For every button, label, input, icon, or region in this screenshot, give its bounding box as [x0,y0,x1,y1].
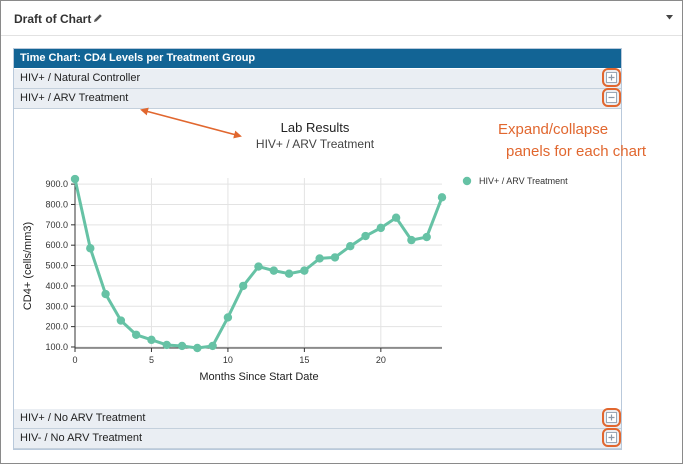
legend-marker [462,176,472,186]
data-point[interactable] [330,253,340,262]
data-point[interactable] [116,316,126,325]
data-point[interactable] [361,231,370,241]
time-chart-panel: Time Chart: CD4 Levels per Treatment Gro… [13,48,622,450]
annotation-line-2: panels for each chart [506,143,647,160]
data-point[interactable] [208,341,217,351]
highlight-box [602,88,621,107]
y-tick-label: 500.0 [45,261,68,271]
y-tick-label: 800.0 [45,199,68,209]
chart-legend: HIV+ / ARV Treatment [462,176,568,186]
x-tick-label: 5 [149,355,154,365]
expand-button[interactable] [606,412,617,423]
data-point[interactable] [131,330,141,339]
data-point[interactable] [391,213,401,222]
y-tick-label: 300.0 [45,301,68,311]
data-point[interactable] [239,281,248,291]
expand-button[interactable] [606,432,617,443]
webpart-title: Draft of Chart [14,12,92,26]
data-point[interactable] [407,235,416,245]
data-point[interactable] [346,242,355,251]
data-point[interactable] [193,343,202,353]
data-point[interactable] [254,262,263,271]
pencil-icon[interactable] [93,13,103,23]
data-point[interactable] [101,289,110,299]
legend-label: HIV+ / ARV Treatment [479,176,568,186]
data-point[interactable] [315,254,324,263]
accordion-label: HIV- / No ARV Treatment [20,432,143,444]
annotation-arrow [140,107,242,139]
data-point[interactable] [300,266,309,275]
accordion-label: HIV+ / Natural Controller [20,72,141,84]
y-axis-label: CD4+ (cells/mm3) [22,222,34,310]
x-axis-label: Months Since Start Date [199,371,318,383]
data-point[interactable] [437,193,447,202]
panel-title-bar: Time Chart: CD4 Levels per Treatment Gro… [14,49,621,68]
chart-subtitle: HIV+ / ARV Treatment [256,137,375,151]
plus-icon [608,74,615,81]
data-point[interactable] [223,313,233,322]
x-tick-label: 0 [72,355,77,365]
chart-title: Lab Results [281,120,350,135]
data-point[interactable] [177,341,187,351]
plus-icon [608,434,615,441]
webpart-header: Draft of Chart [1,1,682,36]
annotation-line-1: Expand/collapse [498,121,609,138]
y-tick-label: 700.0 [45,220,68,230]
minus-icon [608,96,615,99]
data-point[interactable] [162,340,171,350]
data-point[interactable] [86,244,95,253]
data-point[interactable] [147,335,156,345]
accordion-label: HIV+ / No ARV Treatment [20,412,146,424]
accordion-header-no-arv-treatment[interactable]: HIV+ / No ARV Treatment [14,409,621,429]
data-point[interactable] [284,269,294,278]
highlight-box [602,408,621,427]
y-tick-label: 100.0 [45,342,68,352]
x-tick-label: 10 [223,355,233,365]
data-point[interactable] [376,223,386,233]
data-point[interactable] [422,232,431,242]
panel-title: Time Chart: CD4 Levels per Treatment Gro… [20,52,256,64]
y-tick-label: 200.0 [45,322,68,332]
accordion-header-arv-treatment[interactable]: HIV+ / ARV Treatment [14,89,621,109]
chart-series [70,174,447,353]
accordion-header-natural-controller[interactable]: HIV+ / Natural Controller [14,69,621,89]
y-tick-label: 400.0 [45,281,68,291]
expand-button[interactable] [606,72,617,83]
x-tick-label: 15 [299,355,309,365]
caret-down-icon[interactable] [665,13,674,21]
y-tick-label: 600.0 [45,240,68,250]
accordion-label: HIV+ / ARV Treatment [20,92,129,104]
x-tick-label: 20 [376,355,386,365]
accordion-header-hiv-negative-no-arv[interactable]: HIV- / No ARV Treatment [14,429,621,449]
collapse-button[interactable] [606,92,617,103]
data-point[interactable] [269,266,278,275]
y-tick-label: 900.0 [45,179,68,189]
data-point[interactable] [70,174,80,184]
chart-ticks: 100.0 200.0 300.0 400.0 500.0 600.0 700.0 800.0… [45,179,385,365]
highlight-box [602,428,621,447]
highlight-box [602,68,621,87]
plus-icon [608,414,615,421]
